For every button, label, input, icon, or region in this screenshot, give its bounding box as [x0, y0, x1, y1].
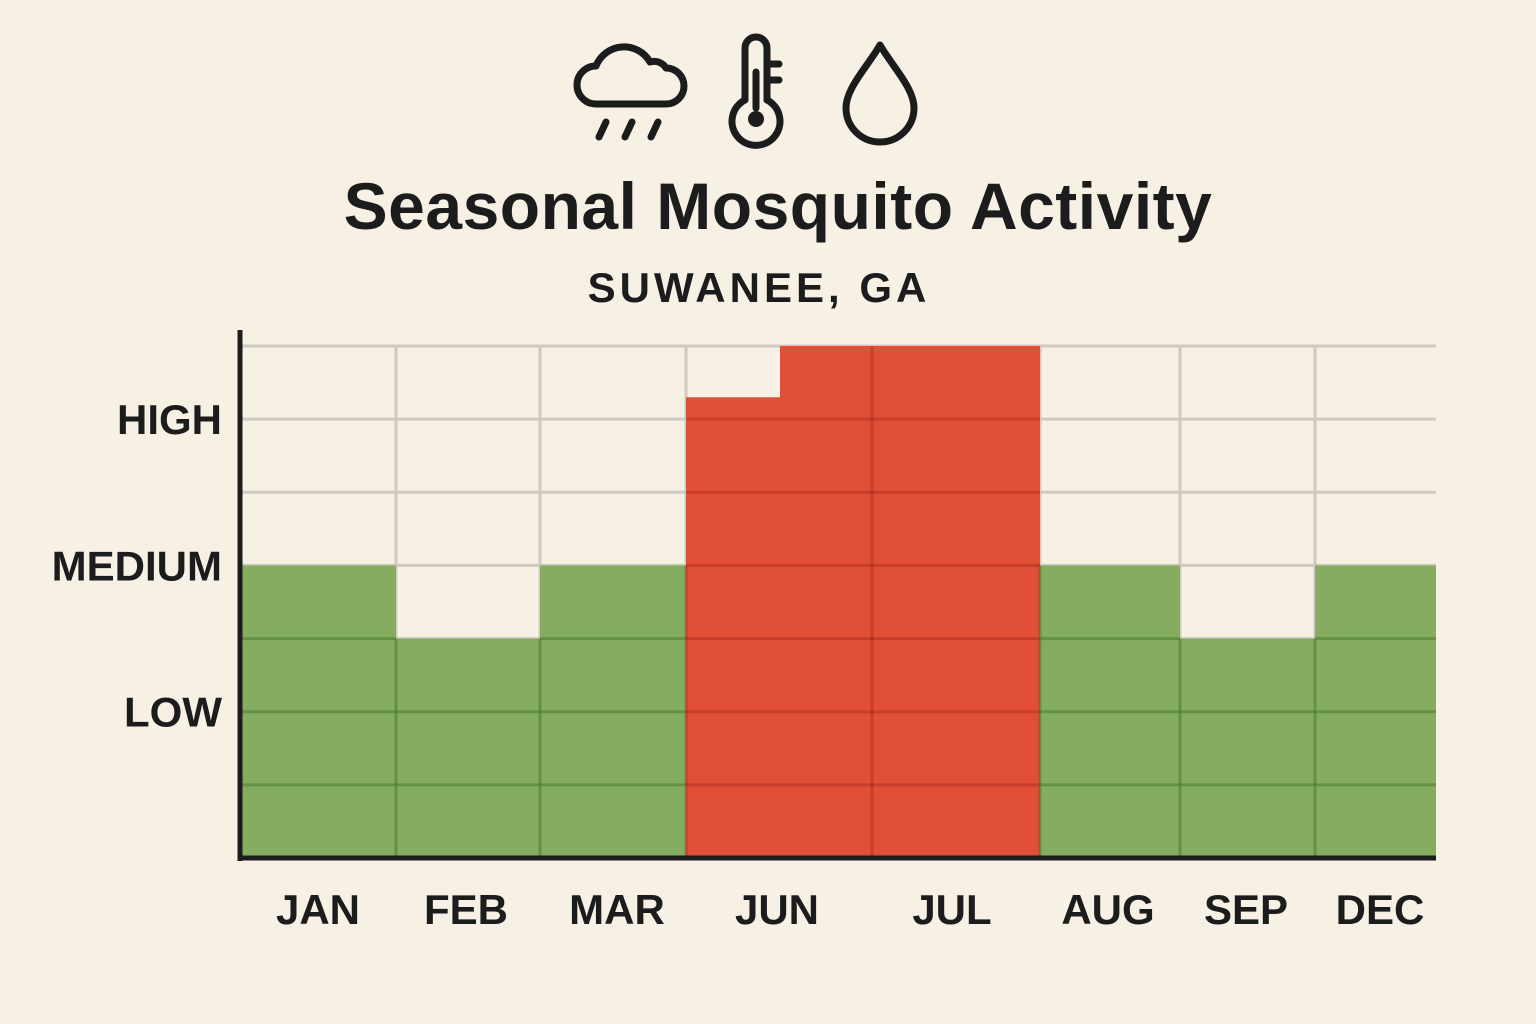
x-tick-label-feb: FEB	[424, 886, 508, 933]
x-tick-label-aug: AUG	[1061, 886, 1154, 933]
bar-aug	[1040, 565, 1180, 858]
chart-title: Seasonal Mosquito Activity	[343, 169, 1213, 243]
header-icons	[573, 33, 918, 149]
bar-dec	[1315, 565, 1436, 858]
water-drop-icon	[842, 41, 918, 146]
x-tick-label-mar: MAR	[569, 886, 665, 933]
x-tick-label-jun: JUN	[735, 886, 819, 933]
x-tick-label-jul: JUL	[912, 886, 991, 933]
rain-cloud-icon	[573, 43, 688, 141]
x-tick-label-dec: DEC	[1336, 886, 1425, 933]
chart-subtitle: SUWANEE, GA	[587, 264, 931, 311]
x-tick-label-jan: JAN	[276, 886, 360, 933]
bar-sep	[1180, 638, 1315, 858]
bar-jul	[872, 346, 1040, 858]
x-tick-label-sep: SEP	[1204, 886, 1288, 933]
bar-jun	[686, 346, 872, 858]
bar-mar	[540, 565, 686, 858]
bar-feb	[396, 638, 540, 858]
thermometer-icon	[728, 33, 784, 149]
bar-jan	[240, 565, 396, 858]
y-tick-label-low: LOW	[124, 689, 222, 736]
y-tick-label-high: HIGH	[117, 396, 222, 443]
y-tick-label-medium: MEDIUM	[52, 542, 222, 589]
